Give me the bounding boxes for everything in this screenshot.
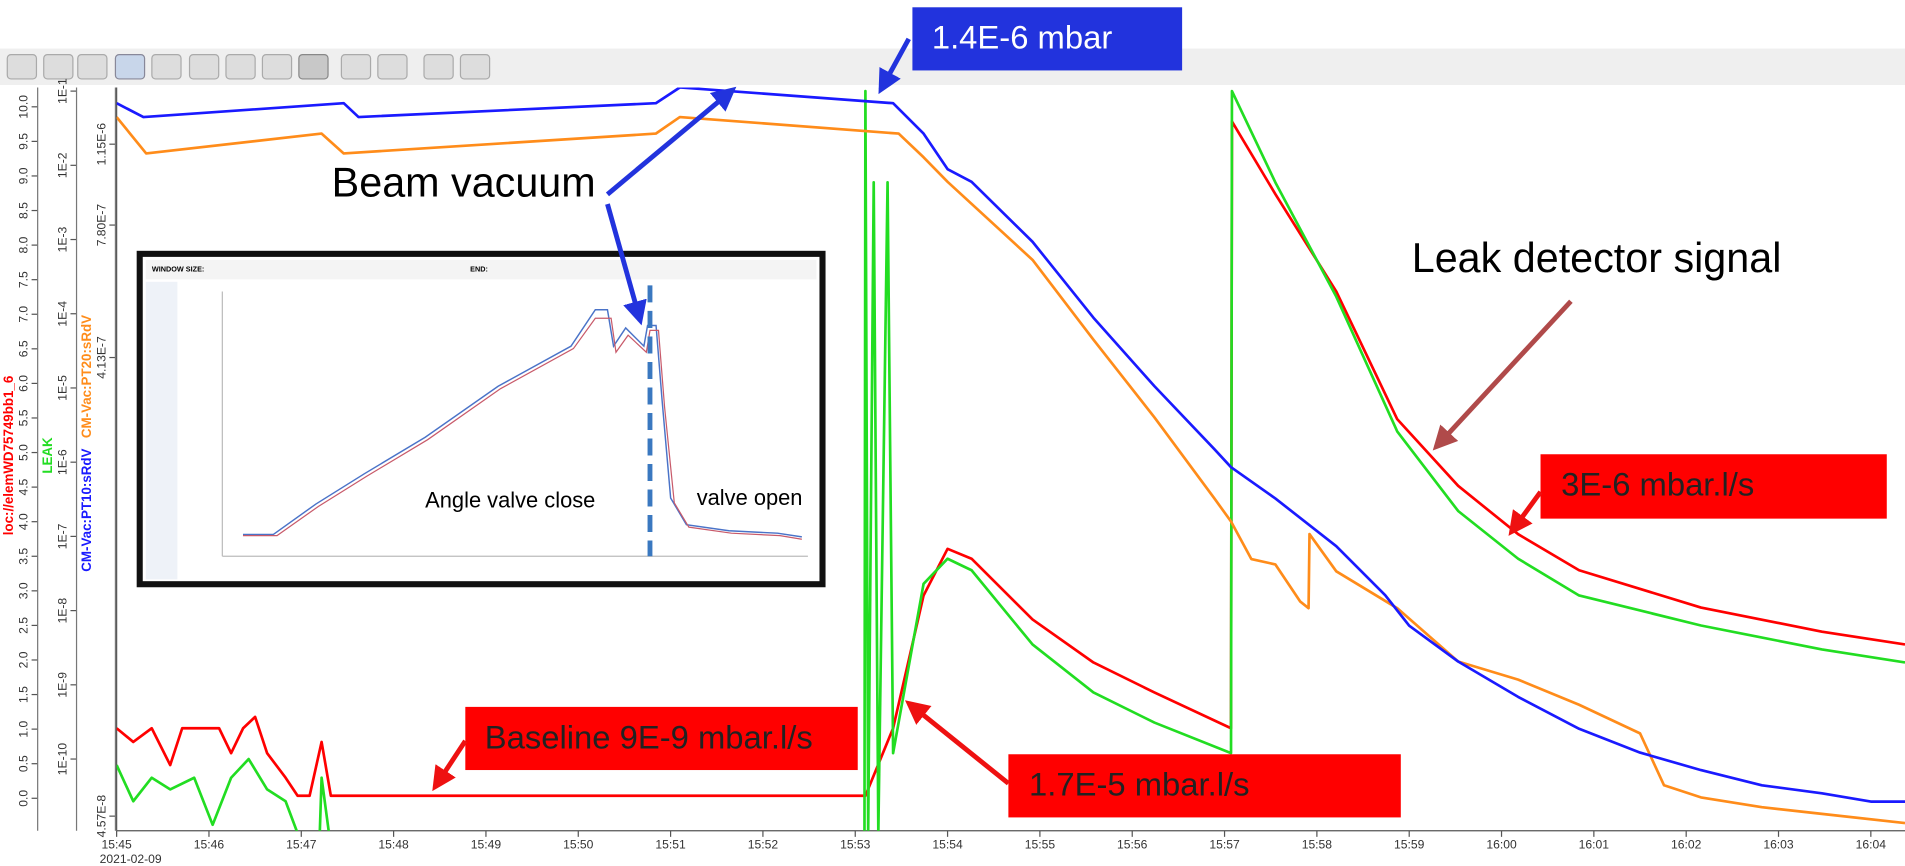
tool-button[interactable]: [460, 55, 489, 79]
tool-button[interactable]: [190, 55, 219, 79]
x-tick-label: 15:46: [194, 838, 225, 852]
arrow: [909, 703, 1009, 783]
y-tick-label: 6.5: [17, 340, 31, 357]
y-tick-label: 2.5: [17, 617, 31, 634]
tool-button[interactable]: [78, 55, 107, 79]
x-tick-label: 15:50: [563, 838, 594, 852]
x-tick-label: 16:01: [1579, 838, 1610, 852]
y-tick-label: 8.0: [17, 236, 31, 253]
x-tick-label: 15:53: [840, 838, 871, 852]
y-tick-label: 9.5: [17, 133, 31, 150]
page: 15:45 15:46 15:47 15:48 15:49 15:50 15:51 15:52…: [0, 0, 1905, 866]
y-tick-label: 1.15E-6: [94, 123, 108, 166]
y-tick-label: 4.5: [17, 478, 31, 495]
tool-button[interactable]: [299, 55, 328, 79]
x-tick-label: 15:49: [471, 838, 502, 852]
tool-button[interactable]: [262, 55, 291, 79]
chart: 15:45 15:46 15:47 15:48 15:49 15:50 15:51 15:52…: [0, 0, 1905, 866]
y-tick-label: 4.0: [17, 513, 31, 530]
y-tick-label: 1E-6: [55, 449, 69, 475]
y-tick-label: 1E-3: [55, 226, 69, 252]
annotation: Leak detector signal: [1412, 235, 1782, 281]
annotation: Beam vacuum: [332, 160, 596, 206]
y-tick-label: 7.0: [17, 306, 31, 323]
x-tick-label: 15:52: [748, 838, 779, 852]
y-tick-label: 3.0: [17, 582, 31, 599]
y-tick-label: 0.0: [17, 790, 31, 807]
tool-button[interactable]: [341, 55, 370, 79]
tool-button[interactable]: [44, 55, 73, 79]
tool-button[interactable]: [424, 55, 453, 79]
inset-sidebar: [146, 282, 178, 580]
x-tick-label: 16:00: [1486, 838, 1517, 852]
y-tick-label: 0.5: [17, 755, 31, 772]
y-tick-label: 1.5: [17, 686, 31, 703]
y-tick-label: 9.0: [17, 167, 31, 184]
annotation: 3E-6 mbar.l/s: [1561, 466, 1754, 503]
x-tick-label: 15:58: [1302, 838, 1333, 852]
legend-label: CM-Vac:PT10:sRdV: [79, 448, 94, 571]
y-tick-label: 4.13E-7: [94, 336, 108, 379]
y-tick-label: 1E-4: [55, 301, 69, 327]
y-tick-label: 7.80E-7: [94, 204, 108, 247]
x-tick-label: 15:45: [101, 838, 132, 852]
x-tick-label: 15:51: [655, 838, 686, 852]
y-tick-label: 5.5: [17, 409, 31, 426]
x-tick-label: 15:48: [378, 838, 409, 852]
inset-frame: [140, 254, 823, 584]
x-tick-label: 16:04: [1856, 838, 1887, 852]
x-tick-label: 16:03: [1763, 838, 1794, 852]
tool-button[interactable]: [115, 55, 144, 79]
legend-label: loc://elemWD75749bb1_6: [1, 376, 16, 536]
x-tick-label: 15:59: [1394, 838, 1425, 852]
y-tick-label: 3.5: [17, 548, 31, 565]
y-tick-label: 1E-8: [55, 598, 69, 624]
y-tick-label: 1E-10: [55, 743, 69, 776]
tool-button[interactable]: [226, 55, 255, 79]
x-tick-label: 15:56: [1117, 838, 1148, 852]
y-tick-label: 1E-5: [55, 375, 69, 401]
annotation: Baseline 9E-9 mbar.l/s: [485, 718, 813, 755]
inset-text: valve open: [697, 485, 803, 510]
inset: WINDOW SIZE: END: Angle valve close valv…: [140, 254, 823, 584]
arrow: [435, 741, 465, 787]
y-tick-label: 4.57E-8: [94, 795, 108, 838]
y-tick-label: 1.0: [17, 720, 31, 737]
y-tick-label: 1E-1: [55, 78, 69, 104]
y-tick-label: 1E-9: [55, 672, 69, 698]
tool-button[interactable]: [378, 55, 407, 79]
x-tick-label: 15:47: [286, 838, 317, 852]
y-tick-label: 1E-7: [55, 523, 69, 549]
x-tick-label: 15:55: [1025, 838, 1056, 852]
inset-text: WINDOW SIZE:: [152, 265, 204, 274]
y-tick-label: 5.0: [17, 444, 31, 461]
y-tick-label: 10.0: [17, 95, 31, 119]
legend-label: CM-Vac:PT20:sRdV: [79, 315, 94, 438]
arrow: [1436, 301, 1571, 447]
arrow: [1511, 492, 1540, 532]
x-tick-label: 15:57: [1209, 838, 1240, 852]
legend-label: LEAK: [40, 437, 55, 474]
y-tick-label: 8.5: [17, 202, 31, 219]
tool-button[interactable]: [7, 55, 36, 79]
annotation: 1.7E-5 mbar.l/s: [1029, 766, 1249, 803]
y-tick-label: 7.5: [17, 271, 31, 288]
annotation: 1.4E-6 mbar: [932, 19, 1112, 56]
tool-button[interactable]: [152, 55, 181, 79]
x-tick-label: 15:54: [932, 838, 963, 852]
y-tick-label: 1E-2: [55, 152, 69, 178]
inset-text: END:: [470, 265, 488, 274]
y-tick-label: 6.0: [17, 375, 31, 392]
x-tick-label: 16:02: [1671, 838, 1702, 852]
y-tick-label: 2.0: [17, 651, 31, 668]
x-date-label: 2021-02-09: [100, 852, 162, 866]
inset-text: Angle valve close: [425, 487, 595, 512]
